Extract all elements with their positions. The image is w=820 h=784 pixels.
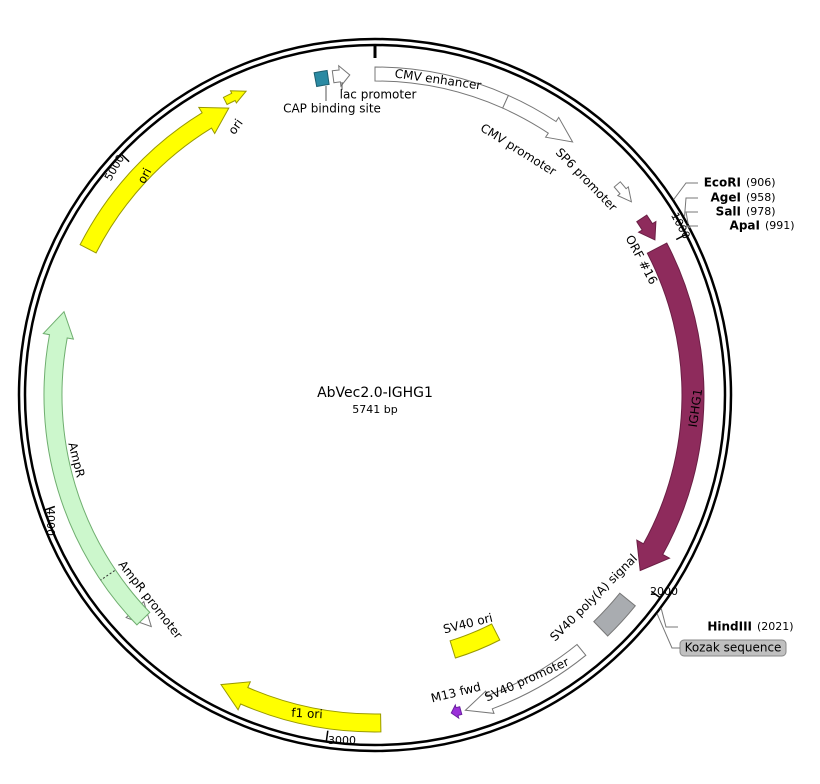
site-leader [685,211,698,224]
feature-arc [222,90,248,106]
feature-arc [636,214,657,241]
site-name: ApaI [730,219,760,233]
tick-mark [675,233,687,241]
feature-label: CAP binding site [283,102,381,116]
plasmid-length: 5741 bp [352,403,397,416]
feature-arc [593,592,637,637]
site-name: AgeI [711,191,741,205]
site-position: (991) [765,219,795,232]
site-name: HindIII [707,620,752,634]
feature-overlap [100,570,115,581]
plasmid-name: AbVec2.0-IGHG1 [317,385,433,401]
feature-label: SV40 promoter [483,655,572,705]
site-name: SalI [716,205,741,219]
tick-label: 2000 [650,585,678,598]
site-leader [660,608,678,628]
feature-arc [613,181,633,203]
site-position: (978) [746,205,776,218]
site-position: (958) [746,191,776,204]
feature-label: IGHG1 [686,388,705,428]
kozak-label: Kozak sequence [685,641,782,655]
site-leader [684,197,698,218]
feature-arc [313,69,330,88]
site-leader [685,225,698,229]
site-leader [673,182,698,200]
feature-arc [450,703,463,720]
tick-mark [120,153,130,163]
kozak-leader [656,613,680,649]
tick-label: 3000 [328,734,356,747]
feature-label: ori [225,116,245,137]
feature-label: ori [135,166,155,186]
feature-arc [449,623,501,659]
feature-arc [502,94,574,143]
tick-mark [44,505,56,511]
tick-label: 4000 [44,508,57,536]
feature-arc [220,681,382,733]
site-position: (906) [746,176,776,189]
feature-label: f1 ori [291,706,323,722]
feature-label: SV40 poly(A) signal [547,551,640,644]
feature-label: lac promoter [340,88,417,102]
feature-arc [79,106,230,254]
backbone-outer [17,37,733,753]
site-name: EcoRI [704,176,741,190]
feature-arc [42,310,151,626]
feature-arc [464,643,587,714]
feature-arc [636,242,705,572]
feature-label: SP6 promoter [553,145,620,214]
tick-mark [650,590,661,599]
tick-label: 5000 [102,152,127,183]
feature-arc [331,64,351,88]
tick-mark [325,730,329,742]
site-position: (2021) [757,620,794,633]
